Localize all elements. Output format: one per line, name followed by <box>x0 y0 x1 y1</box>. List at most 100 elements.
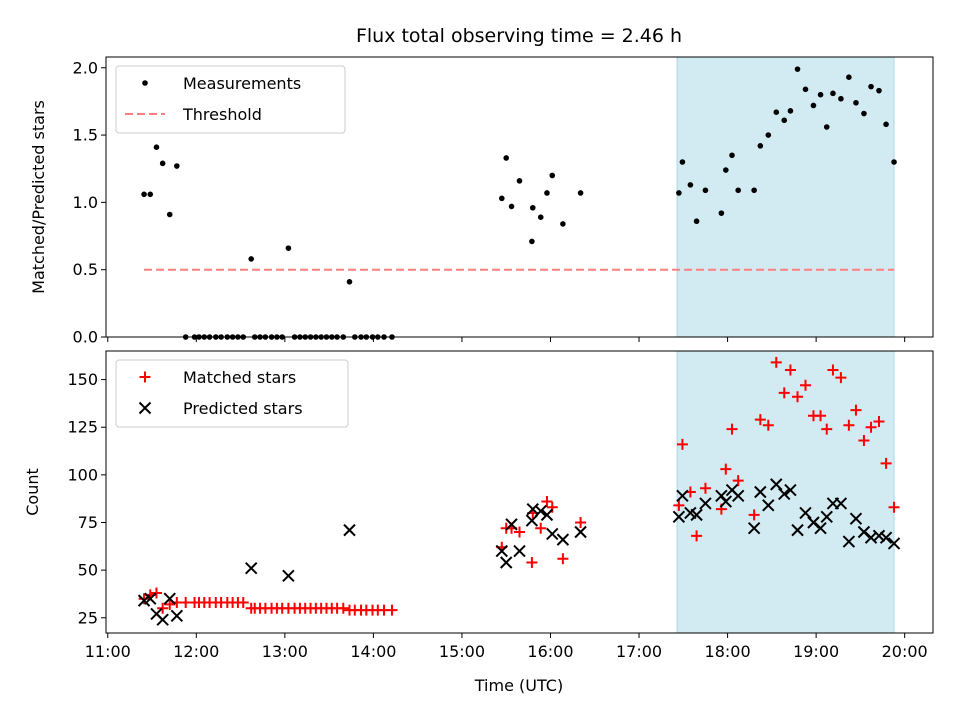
measurement-point <box>751 187 757 194</box>
measurement-point <box>285 245 292 251</box>
predicted-star-point <box>245 562 258 575</box>
measurement-point <box>676 190 682 196</box>
ratio-panel: 0.00.51.01.52.0 Matched/Predicted stars … <box>29 56 934 347</box>
y-tick-label: 50 <box>78 561 98 580</box>
measurement-point <box>830 90 836 97</box>
legend-matched-swatch <box>139 371 151 383</box>
measurement-point <box>853 99 859 106</box>
predicted-star-point <box>820 510 833 523</box>
measurement-point <box>876 87 882 94</box>
measurement-point <box>174 163 180 169</box>
predicted-star-point <box>872 529 886 543</box>
predicted-star-point <box>799 506 812 520</box>
measurement-point <box>729 152 735 159</box>
measurement-point <box>787 108 794 114</box>
count-axes-frame <box>105 350 934 634</box>
predicted-star-point <box>887 537 901 550</box>
x-axis-label: Time (UTC) <box>474 676 563 695</box>
matched-star-point <box>673 499 685 511</box>
measurement-point <box>810 102 817 109</box>
measurement-point <box>529 238 535 245</box>
matched-star-point <box>337 602 349 614</box>
legend-measurement-swatch <box>142 80 148 86</box>
y-tick-label: 0.5 <box>73 260 98 279</box>
matched-star-point <box>815 410 827 422</box>
legend-box <box>115 359 349 428</box>
matched-star-point <box>138 593 150 605</box>
x-tick-label: 19:00 <box>793 642 839 661</box>
predicted-star-point <box>672 510 686 523</box>
predicted-star-point <box>525 514 539 527</box>
measurement-point <box>823 124 830 130</box>
matched-star-point <box>784 364 796 376</box>
matched-star-point <box>575 516 587 528</box>
matched-star-point <box>676 438 688 450</box>
matched-star-point <box>720 463 732 475</box>
predicted-star-point <box>144 592 157 605</box>
measurement-point <box>529 204 536 211</box>
x-tick-label: 17:00 <box>616 642 662 661</box>
matched-star-point <box>850 404 862 416</box>
measurement-point <box>153 144 160 150</box>
predicted-star-point <box>513 544 526 558</box>
matched-star-point <box>691 530 703 542</box>
predicted-star-point <box>282 569 295 583</box>
measurement-point <box>817 91 824 98</box>
y-tick-label: 0.0 <box>73 328 98 347</box>
measurement-point <box>693 218 700 225</box>
count-marks <box>137 356 901 626</box>
matched-star-point <box>164 598 176 610</box>
y-tick-label: 125 <box>67 418 98 437</box>
matched-star-point <box>880 457 892 469</box>
predicted-star-point <box>343 523 356 537</box>
predicted-star-point <box>676 489 689 503</box>
measurement-point <box>846 74 852 80</box>
matched-star-point <box>699 482 711 494</box>
y-tick-label: 75 <box>78 513 98 532</box>
y-tick-label: 1.0 <box>73 193 98 212</box>
predicted-star-point <box>731 489 745 503</box>
matched-star-point <box>557 553 569 565</box>
predicted-star-point <box>500 556 513 569</box>
measurement-point <box>166 211 173 218</box>
measurement-point <box>883 121 889 128</box>
predicted-star-point <box>156 613 169 626</box>
x-tick-label: 20:00 <box>882 642 928 661</box>
predicted-star-point <box>690 508 703 522</box>
measurement-point <box>159 160 166 167</box>
predicted-star-point <box>842 535 856 548</box>
predicted-star-point <box>849 512 863 525</box>
predicted-star-point <box>814 521 827 535</box>
predicted-star-point <box>505 518 518 531</box>
predicted-star-point <box>546 527 559 541</box>
predicted-star-point <box>699 497 712 510</box>
matched-star-point <box>535 522 547 534</box>
matched-star-point <box>865 421 877 433</box>
x-tick-label: 12:00 <box>173 642 219 661</box>
ratio-y-ticks: 0.0 0.5 1.0 1.5 2.0 <box>73 58 106 347</box>
legend-label: Threshold <box>182 105 262 124</box>
measurement-point <box>861 110 867 117</box>
matched-star-point <box>157 602 169 614</box>
predicted-star-point <box>495 544 508 558</box>
measurement-point <box>560 221 566 227</box>
predicted-star-point <box>784 483 797 497</box>
predicted-star-point <box>879 531 893 544</box>
ratio-marks <box>141 66 897 340</box>
legend-label: Matched stars <box>183 368 296 387</box>
predicted-star-point <box>770 478 783 491</box>
measurement-point <box>794 66 801 72</box>
predicted-star-point <box>534 504 547 518</box>
x-tick-label: 18:00 <box>705 642 751 661</box>
matched-star-point <box>835 372 847 384</box>
observing-window-shade <box>676 56 895 338</box>
matched-star-point <box>778 387 790 399</box>
measurement-point <box>508 203 515 210</box>
measurement-point <box>141 191 147 198</box>
matched-star-point <box>888 501 900 513</box>
measurement-point <box>718 210 725 216</box>
measurement-point <box>773 109 780 115</box>
y-tick-label: 2.0 <box>73 58 98 77</box>
legend-label: Measurements <box>183 74 301 93</box>
predicted-star-point <box>778 487 791 501</box>
